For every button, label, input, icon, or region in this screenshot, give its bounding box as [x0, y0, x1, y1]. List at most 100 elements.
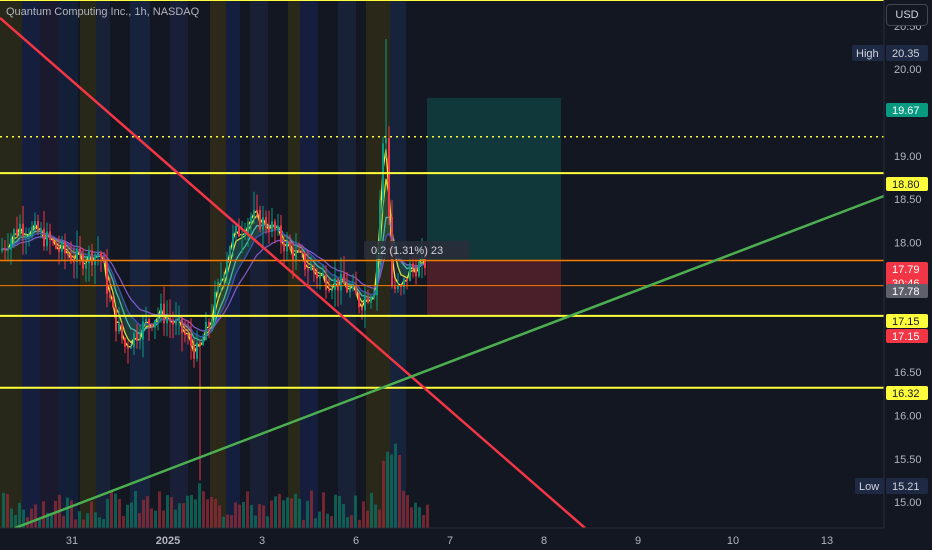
session-band — [96, 0, 110, 528]
candle-body — [229, 246, 231, 260]
time-tick-label: 10 — [727, 535, 739, 547]
session-band — [226, 0, 240, 528]
volume-bar — [114, 493, 117, 528]
candle-body — [241, 234, 243, 237]
volume-bar — [142, 499, 145, 528]
horizontal-levels — [0, 0, 884, 389]
candle-body — [403, 278, 405, 287]
candle-body — [289, 241, 291, 249]
time-tick-label: 7 — [447, 535, 453, 547]
candle-body — [136, 333, 138, 341]
volume-bar — [294, 493, 297, 528]
volume-bar — [158, 491, 161, 528]
ema-line — [1, 228, 426, 338]
volume-bar — [14, 514, 17, 528]
candle-body — [262, 217, 264, 230]
candle-body — [13, 229, 15, 239]
volume-bar — [110, 491, 113, 528]
candle-body — [394, 286, 396, 289]
volume-bar — [286, 497, 289, 528]
candle-body — [130, 347, 132, 349]
volume-bar — [2, 492, 5, 528]
price-label-value: 16.32 — [892, 388, 920, 400]
price-tick-label: 19.00 — [894, 151, 922, 163]
volume-bar — [150, 508, 153, 528]
candle-body — [412, 263, 414, 268]
candle-body — [22, 223, 24, 237]
candle-body — [367, 296, 369, 303]
price-label: 17.78 — [886, 284, 928, 298]
volume-bar — [154, 510, 157, 528]
candle-body — [310, 266, 312, 270]
price-label: 17.15 — [886, 329, 928, 343]
candle-body — [202, 339, 204, 346]
candle-body — [142, 321, 144, 340]
volume-bar — [378, 509, 381, 528]
price-label-bg — [886, 386, 928, 400]
candle-body — [103, 256, 105, 263]
volume-bar — [218, 505, 221, 528]
time-tick-label: 8 — [541, 535, 547, 547]
candle-body — [223, 274, 225, 280]
candle-body — [148, 319, 150, 325]
ema-line — [1, 235, 426, 332]
candle-body — [343, 273, 345, 284]
session-band — [338, 0, 356, 528]
candle-body — [193, 345, 195, 359]
price-label: 17.15 — [886, 314, 928, 328]
time-tick-label: 3 — [259, 535, 265, 547]
candle-body — [91, 250, 93, 266]
volume-bar — [278, 493, 281, 528]
candle-body — [34, 221, 36, 227]
candle-body — [325, 274, 327, 290]
candle-body — [43, 228, 45, 247]
price-label-value: 17.79 — [892, 264, 920, 276]
candle-body — [349, 288, 351, 293]
candle-body — [70, 255, 72, 262]
session-band — [288, 0, 300, 528]
candle-body — [361, 307, 363, 311]
price-label-value: 18.80 — [892, 179, 920, 191]
candle-body — [175, 319, 177, 325]
volume-bar — [418, 507, 421, 528]
candle-body — [337, 278, 339, 291]
time-tick-label: 6 — [353, 535, 359, 547]
candle-body — [364, 296, 366, 311]
volume-bar — [242, 501, 245, 528]
volume-bar — [30, 508, 33, 528]
candle-body — [145, 319, 147, 322]
candle-body — [58, 248, 60, 253]
candle-body — [373, 295, 375, 298]
candle-body — [127, 346, 129, 349]
candle-body — [121, 323, 123, 339]
volume-bar — [390, 454, 393, 528]
candle-body — [139, 339, 141, 341]
candle-body — [295, 250, 297, 262]
candle-body — [199, 342, 201, 346]
currency-button[interactable]: USD — [886, 4, 928, 26]
candle-body — [184, 333, 186, 335]
volume-bars — [2, 443, 429, 528]
candle-body — [247, 222, 249, 234]
session-band — [22, 0, 40, 528]
volume-bar — [310, 490, 313, 528]
candle-body — [7, 249, 9, 251]
trendlines — [0, 17, 885, 530]
candle-body — [409, 263, 411, 281]
volume-bar — [126, 504, 129, 528]
candle-body — [340, 273, 342, 291]
candle-body — [115, 307, 117, 332]
volume-bar — [170, 497, 173, 528]
volume-bar — [134, 490, 137, 528]
volume-bar — [226, 514, 229, 528]
volume-bar — [262, 505, 265, 528]
time-tick-label: 31 — [66, 535, 78, 547]
volume-bar — [342, 503, 345, 528]
candle-body — [10, 238, 12, 250]
candle-body — [46, 231, 48, 247]
volume-bar — [370, 492, 373, 528]
volume-bar — [202, 491, 205, 528]
candle-body — [382, 143, 384, 200]
